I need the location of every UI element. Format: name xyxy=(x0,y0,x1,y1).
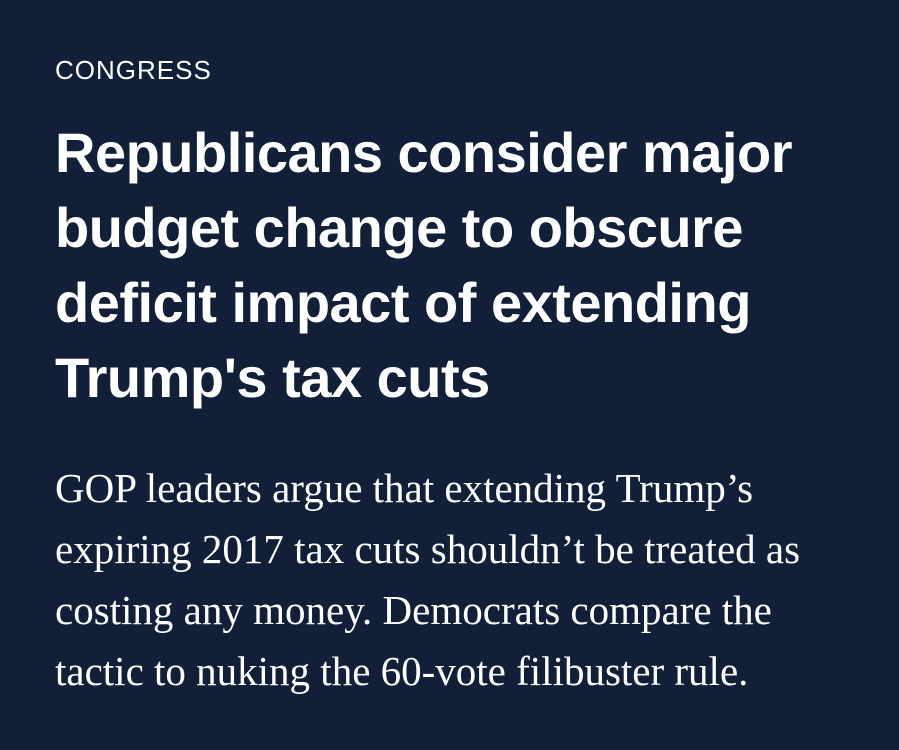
article-headline: Republicans consider major budget change… xyxy=(55,115,849,415)
headline-line-3: deficit impact of extending xyxy=(55,271,751,334)
dek-line-2: expiring 2017 tax cuts shouldn’t be trea… xyxy=(55,526,801,572)
dek-line-4: tactic to nuking the 60-vote filibuster … xyxy=(55,648,749,694)
article-dek: GOP leaders argue that extending Trump’s… xyxy=(55,458,849,702)
headline-line-4: Trump's tax cuts xyxy=(55,346,490,409)
section-eyebrow-link[interactable]: CONGRESS xyxy=(55,55,212,85)
headline-line-1: Republicans consider major xyxy=(55,121,792,184)
dek-line-3: costing any money. Democrats compare the xyxy=(55,587,772,633)
dek-line-1: GOP leaders argue that extending Trump’s xyxy=(55,465,754,511)
headline-line-2: budget change to obscure xyxy=(55,196,744,259)
